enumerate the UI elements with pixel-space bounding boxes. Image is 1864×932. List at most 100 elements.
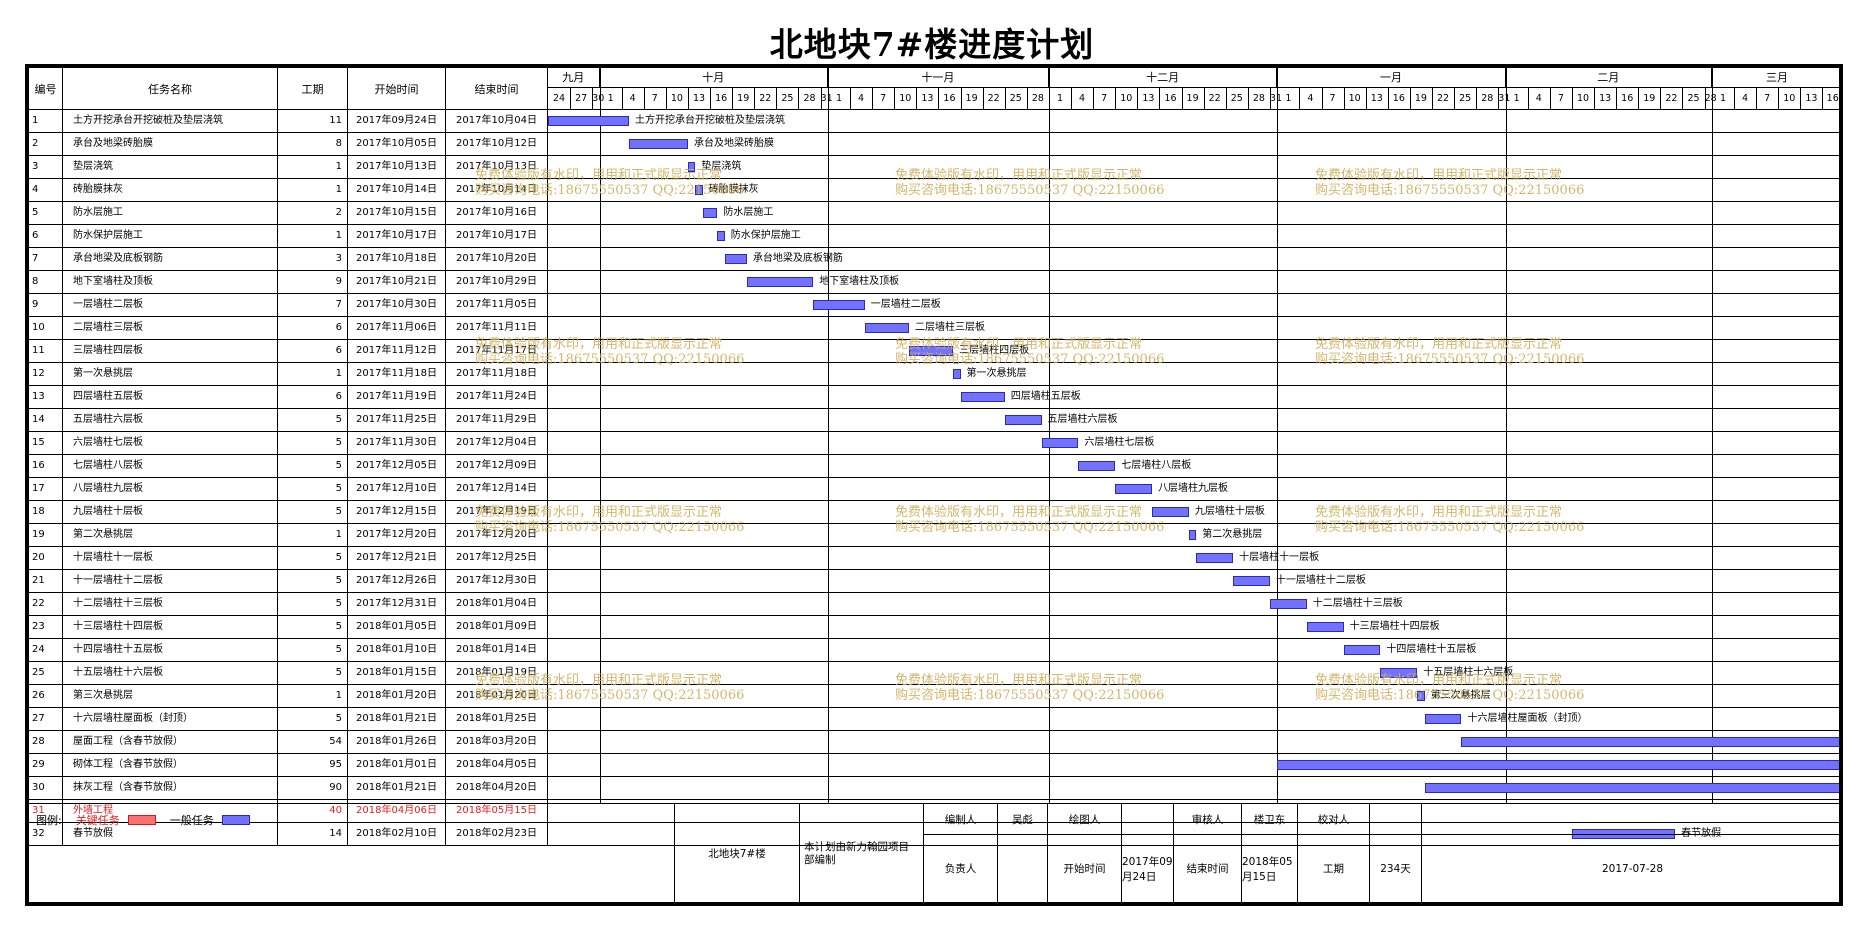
task-end: 2018年01月25日	[446, 708, 548, 730]
task-name: 防水保护层施工	[63, 225, 278, 247]
task-end: 2017年10月04日	[446, 110, 548, 132]
task-id: 23	[29, 616, 63, 638]
task-bar-label: 十二层墙柱十三层板	[1312, 598, 1403, 609]
day-tick: 10	[1348, 93, 1361, 104]
month-label: 九月	[548, 68, 600, 87]
task-end: 2017年11月11日	[446, 317, 548, 339]
day-divider	[1432, 88, 1433, 110]
table-row: 8 地下室墙柱及顶板 9 2017年10月21日 2017年10月29日	[29, 271, 1839, 294]
month-label: 一月	[1277, 68, 1506, 87]
legend-critical-swatch	[127, 815, 156, 825]
task-start: 2017年10月30日	[348, 294, 446, 316]
header-end: 结束时间	[446, 68, 548, 110]
task-bar-label: 三层墙柱四层板	[959, 345, 1030, 356]
day-tick: 13	[921, 93, 934, 104]
day-divider	[1004, 88, 1006, 110]
task-start: 2017年11月18日	[348, 363, 446, 385]
task-name: 外墙工程	[63, 800, 278, 822]
day-tick: 7	[651, 93, 658, 104]
task-end: 2017年12月25日	[446, 547, 548, 569]
day-divider	[570, 88, 572, 110]
task-bar	[1277, 760, 1839, 770]
task-name: 十六层墙柱屋面板（封顶）	[63, 708, 278, 730]
day-divider	[1137, 88, 1139, 110]
day-divider	[1409, 88, 1411, 110]
day-divider	[1299, 88, 1301, 110]
task-bar-label: 承台及地梁砖胎膜	[693, 138, 774, 149]
task-bar	[1424, 714, 1462, 724]
task-bar	[1233, 576, 1270, 586]
day-divider	[1822, 88, 1824, 110]
day-tick: 30	[592, 93, 605, 104]
day-divider	[850, 88, 852, 110]
month-scale: 九月十月十一月十二月一月二月三月四月五月	[548, 68, 1839, 88]
task-duration: 5	[278, 455, 348, 477]
task-duration: 5	[278, 662, 348, 684]
task-duration: 5	[278, 432, 348, 454]
task-name: 八层墙柱九层板	[63, 478, 278, 500]
task-id: 14	[29, 409, 63, 431]
task-bar	[1343, 645, 1381, 655]
task-name: 十层墙柱十一层板	[63, 547, 278, 569]
footer: 图例: 关键任务 一般任务 北地块7#楼 本计划由新力翰园项目部编制 编制人 吴彪…	[29, 803, 1839, 902]
task-duration: 14	[278, 823, 348, 845]
table-row: 25 十五层墙柱十六层板 5 2018年01月15日 2018年01月19日	[29, 662, 1839, 685]
month-divider	[1048, 68, 1050, 803]
header-id: 编号	[29, 68, 63, 110]
day-tick: 19	[1643, 93, 1656, 104]
task-bar	[1196, 553, 1234, 563]
task-bar-label: 第三次悬挑层	[1430, 690, 1491, 701]
day-divider	[1387, 88, 1389, 110]
task-end: 2017年12月14日	[446, 478, 548, 500]
day-tick: 25	[781, 93, 794, 104]
task-end: 2018年02月23日	[446, 823, 548, 845]
gantt-chart: 九月十月十一月十二月一月二月三月四月五月 2427301471013161922…	[548, 68, 1839, 839]
task-start: 2018年01月01日	[348, 754, 446, 776]
table-row: 2 承台及地梁砖胎膜 8 2017年10月05日 2017年10月12日	[29, 133, 1839, 156]
day-divider	[1269, 88, 1271, 110]
day-tick: 19	[737, 93, 750, 104]
task-name: 二层墙柱三层板	[63, 317, 278, 339]
task-bar	[1188, 530, 1197, 540]
footer-drawer-label: 绘图人	[1047, 804, 1121, 834]
day-divider	[1498, 88, 1500, 110]
day-tick: 16	[1621, 93, 1634, 104]
task-name: 春节放假	[63, 823, 278, 845]
task-duration: 95	[278, 754, 348, 776]
day-divider	[1026, 88, 1028, 110]
task-name: 三层墙柱四层板	[63, 340, 278, 362]
table-row: 28 屋面工程（含春节放假） 54 2018年01月26日 2018年03月20日	[29, 731, 1839, 754]
task-end: 2017年12月19日	[446, 501, 548, 523]
month-label: 三月	[1712, 68, 1839, 87]
footer-checker-label: 校对人	[1297, 804, 1369, 834]
task-bar	[1078, 461, 1116, 471]
footer-end: 2018年05月15日	[1241, 834, 1297, 902]
table-row: 11 三层墙柱四层板 6 2017年11月12日 2017年11月17日	[29, 340, 1839, 363]
task-bar-label: 十六层墙柱屋面板（封顶）	[1467, 713, 1588, 724]
day-divider	[872, 88, 874, 110]
task-start: 2017年12月21日	[348, 547, 446, 569]
task-end: 2017年11月05日	[446, 294, 548, 316]
day-tick: 25	[1009, 93, 1022, 104]
day-divider	[1800, 88, 1802, 110]
month-divider	[827, 68, 829, 803]
day-divider	[1476, 88, 1478, 110]
task-bar	[1041, 438, 1079, 448]
footer-editor-label: 编制人	[923, 804, 997, 834]
day-tick: 1	[1513, 93, 1520, 104]
table-row: 23 十三层墙柱十四层板 5 2018年01月05日 2018年01月09日	[29, 616, 1839, 639]
task-bar	[1004, 415, 1042, 425]
task-bar	[1306, 622, 1344, 632]
task-end: 2017年10月16日	[446, 202, 548, 224]
task-id: 31	[29, 800, 63, 822]
day-tick: 1	[1056, 93, 1063, 104]
task-start: 2017年11月12日	[348, 340, 446, 362]
task-duration: 5	[278, 478, 348, 500]
task-id: 26	[29, 685, 63, 707]
table-row: 29 砌体工程（含春节放假） 95 2018年01月01日 2018年04月05日	[29, 754, 1839, 777]
task-start: 2017年11月30日	[348, 432, 446, 454]
day-divider	[1093, 88, 1095, 110]
month-label: 十月	[600, 68, 828, 87]
day-tick: 7	[1101, 93, 1108, 104]
day-tick: 10	[1783, 93, 1796, 104]
